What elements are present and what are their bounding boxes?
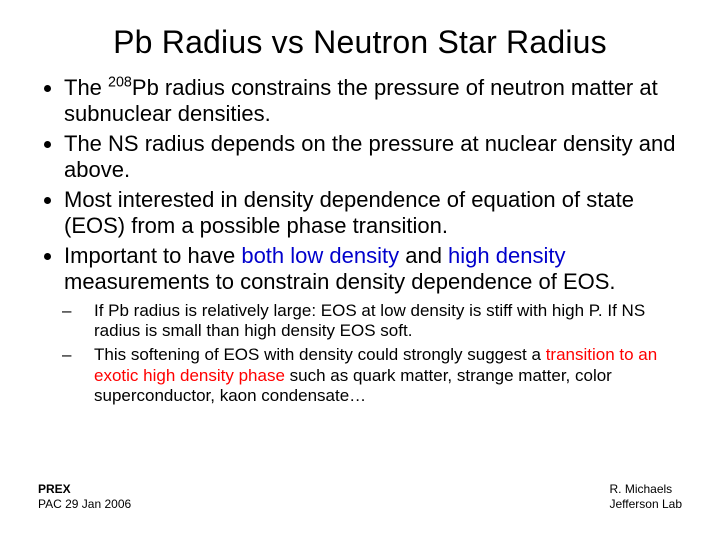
- bullet-text: Pb radius constrains the pressure of neu…: [64, 75, 658, 126]
- sub-bullet-item: –If Pb radius is relatively large: EOS a…: [78, 301, 684, 342]
- sub-bullet-text: If Pb radius is relatively large: EOS at…: [94, 301, 645, 340]
- footer-right: R. Michaels Jefferson Lab: [610, 482, 683, 512]
- superscript: 208: [108, 75, 132, 91]
- bullet-text: and: [405, 243, 448, 268]
- bullet-item: Most interested in density dependence of…: [64, 187, 684, 239]
- highlight-text: low density: [290, 243, 405, 268]
- highlight-text: both: [241, 243, 290, 268]
- footer-left-line2: PAC 29 Jan 2006: [38, 497, 131, 512]
- bullet-text: The: [64, 75, 108, 100]
- bullet-text: Most interested in density dependence of…: [64, 187, 634, 238]
- footer-left-line1: PREX: [38, 482, 131, 497]
- sub-bullet-list: –If Pb radius is relatively large: EOS a…: [36, 301, 684, 407]
- bullet-text: measurements to constrain density depend…: [64, 269, 616, 294]
- slide: Pb Radius vs Neutron Star Radius The 208…: [0, 0, 720, 540]
- bullet-text: Important to have: [64, 243, 241, 268]
- footer-right-line1: R. Michaels: [610, 482, 683, 497]
- footer-right-line2: Jefferson Lab: [610, 497, 683, 512]
- dash-icon: –: [78, 345, 94, 365]
- sub-bullet-text: This softening of EOS with density could…: [94, 345, 546, 364]
- bullet-list: The 208Pb radius constrains the pressure…: [36, 75, 684, 295]
- footer-left: PREX PAC 29 Jan 2006: [38, 482, 131, 512]
- bullet-text: The NS radius depends on the pressure at…: [64, 131, 676, 182]
- dash-icon: –: [78, 301, 94, 321]
- highlight-text: high density: [448, 243, 565, 268]
- slide-title: Pb Radius vs Neutron Star Radius: [36, 24, 684, 61]
- bullet-item: The NS radius depends on the pressure at…: [64, 131, 684, 183]
- bullet-item: Important to have both low density and h…: [64, 243, 684, 295]
- sub-bullet-item: –This softening of EOS with density coul…: [78, 345, 684, 406]
- bullet-item: The 208Pb radius constrains the pressure…: [64, 75, 684, 127]
